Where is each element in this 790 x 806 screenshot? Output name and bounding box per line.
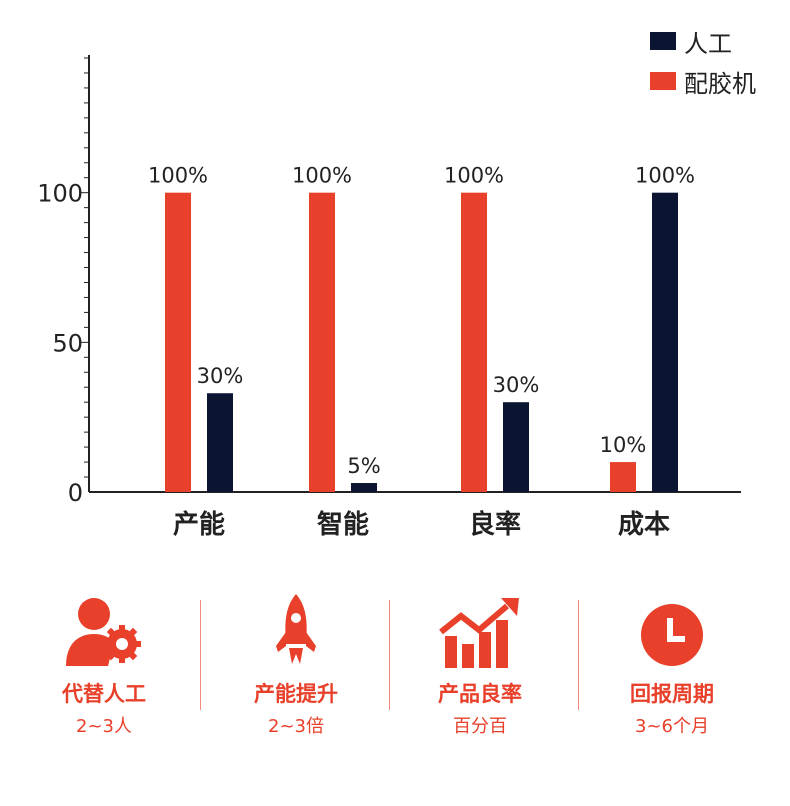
feature-title: 产品良率 [438, 682, 522, 706]
category-label: 产能 [173, 509, 225, 540]
feature-payback: 回报周期 3~6个月 [577, 590, 767, 738]
data-label: 100% [635, 164, 695, 188]
feature-divider [200, 600, 201, 710]
data-label: 100% [292, 164, 352, 188]
legend-item-manual: 人工 [650, 24, 756, 58]
bar-manual [207, 393, 233, 492]
legend-label-machine: 配胶机 [684, 69, 756, 98]
feature-capacity: 产能提升 2~3倍 [201, 590, 391, 738]
feature-subtitle: 2~3人 [76, 716, 132, 737]
user-gear-icon [66, 598, 141, 666]
data-label: 10% [600, 433, 647, 457]
feature-strip: 代替人工 2~3人 产能提升 2~3倍 [0, 590, 790, 740]
category-label: 良率 [469, 509, 521, 540]
bar-machine [461, 192, 487, 492]
data-label: 100% [148, 164, 208, 188]
feature-title: 代替人工 [62, 682, 146, 706]
feature-divider [578, 600, 579, 710]
feature-title: 回报周期 [630, 682, 714, 706]
feature-replace-labor: 代替人工 2~3人 [9, 590, 199, 738]
feature-subtitle: 2~3倍 [268, 716, 324, 737]
bar-machine [610, 462, 636, 492]
y-tick-label: 0 [68, 479, 83, 507]
bar-machine [165, 192, 191, 492]
rocket-icon [276, 594, 316, 664]
feature-yield: 产品良率 百分百 [385, 590, 575, 738]
data-label: 30% [197, 364, 244, 388]
category-label: 智能 [317, 509, 369, 540]
feature-title: 产能提升 [254, 682, 338, 706]
bar-chart: 0 50 100 100% 30% 产能 100% 5% 智能 100% 30% 良率 10% 100% 成… [37, 55, 741, 540]
legend-label-manual: 人工 [684, 29, 732, 58]
bar-manual [351, 483, 377, 492]
feature-subtitle: 3~6个月 [635, 716, 709, 737]
y-tick-label: 100 [37, 180, 83, 208]
bar-manual [503, 402, 529, 492]
feature-subtitle: 百分百 [453, 716, 507, 737]
bar-manual [652, 192, 678, 492]
bar-machine [309, 192, 335, 492]
legend-swatch-machine [650, 72, 676, 90]
growth-chart-icon [439, 598, 519, 668]
data-label: 5% [347, 454, 380, 478]
feature-divider [389, 600, 390, 710]
category-label: 成本 [618, 510, 670, 540]
data-label: 30% [493, 373, 540, 397]
chart-legend: 人工 配胶机 [650, 24, 756, 104]
data-label: 100% [444, 164, 504, 188]
clock-icon [641, 604, 703, 666]
y-tick-label: 50 [52, 329, 83, 357]
legend-item-machine: 配胶机 [650, 64, 756, 98]
legend-swatch-manual [650, 32, 676, 50]
